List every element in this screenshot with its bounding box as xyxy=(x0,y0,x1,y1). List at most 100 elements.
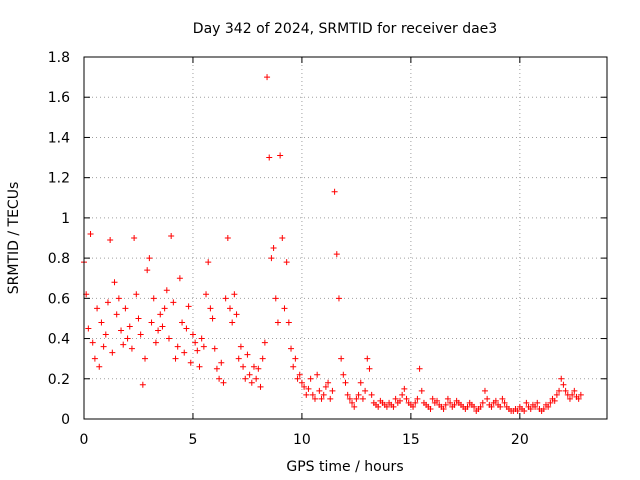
x-tick-label: 15 xyxy=(402,432,420,448)
data-point xyxy=(213,365,220,372)
data-point xyxy=(351,403,358,410)
data-point xyxy=(545,403,552,410)
data-point xyxy=(479,399,486,406)
data-point xyxy=(558,375,565,382)
data-point xyxy=(566,395,573,402)
data-point xyxy=(327,395,334,402)
data-point xyxy=(174,343,181,350)
y-tick-label: 1.4 xyxy=(48,130,70,146)
data-point xyxy=(403,395,410,402)
data-point xyxy=(231,291,238,298)
data-point xyxy=(224,235,231,241)
data-point xyxy=(368,391,375,398)
data-point xyxy=(553,391,560,398)
data-point xyxy=(165,335,172,342)
data-point xyxy=(577,391,584,398)
data-point xyxy=(488,403,495,410)
data-point xyxy=(172,355,179,362)
data-point xyxy=(484,395,491,402)
data-point xyxy=(148,319,155,326)
data-point xyxy=(255,365,262,372)
data-point xyxy=(200,343,207,350)
data-point xyxy=(187,359,194,366)
data-point xyxy=(442,401,449,408)
data-point xyxy=(159,323,166,330)
data-point xyxy=(268,255,275,262)
data-point xyxy=(146,255,153,262)
data-point xyxy=(335,295,342,302)
data-point xyxy=(144,267,151,274)
data-point xyxy=(142,355,149,362)
data-point xyxy=(534,399,541,406)
data-point xyxy=(257,383,264,390)
data-point xyxy=(346,395,353,402)
data-point xyxy=(170,299,177,306)
data-point xyxy=(107,237,114,244)
data-point xyxy=(311,395,318,402)
data-point xyxy=(325,379,332,386)
y-tick-label: 0 xyxy=(61,412,70,428)
data-point xyxy=(514,407,521,414)
data-point xyxy=(152,339,159,346)
y-tick-label: 0.2 xyxy=(48,372,70,388)
data-point xyxy=(150,295,157,302)
data-point xyxy=(250,363,257,370)
data-point xyxy=(364,355,371,362)
data-point xyxy=(237,343,244,350)
data-point xyxy=(396,397,403,404)
data-point xyxy=(427,405,434,412)
data-point xyxy=(556,387,563,394)
data-point xyxy=(333,251,340,258)
y-tick-label: 1.2 xyxy=(48,171,70,187)
data-point xyxy=(322,383,329,390)
data-point xyxy=(314,371,321,378)
data-point xyxy=(575,395,582,402)
data-point xyxy=(240,363,247,370)
data-point xyxy=(113,311,120,318)
data-point xyxy=(128,345,135,352)
data-point xyxy=(264,74,271,81)
chart-title: Day 342 of 2024, SRMTID for receiver dae… xyxy=(193,21,497,37)
y-tick-label: 0.6 xyxy=(48,291,70,307)
y-tick-labels: 0 0.2 0.4 0.6 0.8 1 1.2 1.4 1.6 1.8 xyxy=(48,50,70,428)
data-point xyxy=(349,399,356,406)
data-point xyxy=(288,345,295,352)
data-point xyxy=(91,355,98,362)
data-point xyxy=(135,315,142,322)
data-point xyxy=(318,395,325,402)
data-point xyxy=(399,391,406,398)
data-point xyxy=(296,371,303,378)
data-point xyxy=(185,303,192,310)
data-point xyxy=(189,331,196,338)
data-point xyxy=(418,387,425,394)
data-point xyxy=(248,379,255,386)
data-point xyxy=(307,375,314,382)
y-tick-label: 0.8 xyxy=(48,251,70,267)
data-point xyxy=(298,379,305,386)
x-tick-label: 20 xyxy=(511,432,529,448)
data-point xyxy=(375,403,382,410)
data-point xyxy=(392,395,399,402)
data-point xyxy=(281,305,288,312)
data-point xyxy=(98,319,105,326)
data-point xyxy=(362,387,369,394)
data-point xyxy=(540,405,547,412)
data-point xyxy=(259,355,266,362)
data-point xyxy=(242,375,249,382)
data-point xyxy=(532,403,539,410)
x-tick-labels: 0 5 10 15 20 xyxy=(80,432,529,448)
data-point xyxy=(222,295,229,302)
data-point xyxy=(412,399,419,406)
data-point xyxy=(464,403,471,410)
data-point xyxy=(303,391,310,398)
data-point xyxy=(342,379,349,386)
data-point xyxy=(447,399,454,406)
data-point xyxy=(198,335,205,342)
y-tick-label: 1.8 xyxy=(48,50,70,66)
data-point xyxy=(562,387,569,394)
data-point xyxy=(104,299,111,306)
data-point xyxy=(309,391,316,398)
data-point xyxy=(233,311,240,318)
y-tick-label: 0.4 xyxy=(48,332,70,348)
data-point xyxy=(211,345,218,352)
